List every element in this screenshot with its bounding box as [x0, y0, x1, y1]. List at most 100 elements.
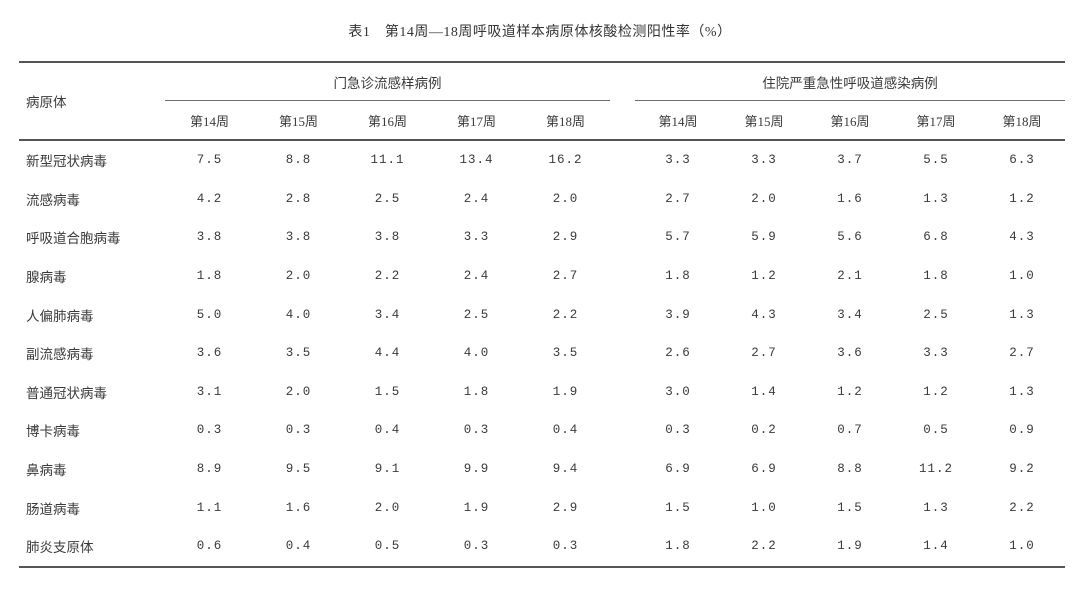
positivity-value: 3.0 [665, 384, 691, 399]
positivity-value: 1.0 [1009, 269, 1035, 284]
positivity-value: 3.5 [285, 346, 312, 361]
positivity-value: 9.9 [463, 462, 490, 477]
positivity-value: 3.1 [196, 384, 223, 399]
group-gap-spacer [610, 62, 636, 141]
positivity-value: 3.3 [665, 153, 691, 168]
positivity-value: 4.3 [1009, 230, 1035, 245]
positivity-value: 7.5 [196, 153, 223, 168]
positivity-value: 1.5 [665, 500, 691, 515]
positivity-value: 0.3 [665, 423, 691, 438]
positivity-value: 0.4 [552, 423, 579, 438]
positivity-value: 4.3 [751, 307, 777, 322]
positivity-value: 0.3 [463, 539, 490, 554]
positivity-value: 1.8 [665, 269, 691, 284]
positivity-value: 3.4 [374, 307, 401, 322]
group-gap-spacer [610, 257, 635, 296]
positivity-value: 1.4 [751, 384, 777, 399]
positivity-value: 2.9 [552, 500, 579, 515]
table-title: 表1 第14周—18周呼吸道样本病原体核酸检测阳性率（%） [348, 24, 732, 40]
positivity-value: 2.7 [1009, 346, 1035, 361]
positivity-value: 2.0 [285, 384, 312, 399]
week-header-outpatient-w16: 第16周 [343, 100, 432, 141]
group-gap-spacer [610, 450, 635, 489]
positivity-value: 1.2 [1009, 191, 1035, 206]
positivity-value: 5.9 [751, 230, 777, 245]
positivity-value: 9.5 [285, 462, 312, 477]
week-header-row: 第14周 第15周 第16周 第17周 第18周 第14周 第15周 第16周 … [19, 100, 1066, 141]
positivity-value: 1.8 [665, 539, 691, 554]
pathogen-name: 副流感病毒 [26, 347, 94, 363]
positivity-value: 8.9 [196, 462, 223, 477]
table-row: 腺病毒 1.8 2.0 2.2 2.4 2.7 1.8 1.2 2.1 1.8 … [19, 257, 1065, 296]
positivity-value: 5.7 [665, 230, 691, 245]
positivity-value: 5.6 [837, 230, 863, 245]
positivity-value: 0.5 [374, 539, 401, 554]
positivity-value: 2.5 [463, 307, 490, 322]
group-gap-spacer [610, 411, 635, 450]
positivity-value: 3.6 [196, 346, 223, 361]
positivity-value: 9.2 [1009, 462, 1035, 477]
positivity-value: 1.3 [923, 500, 949, 515]
positivity-value: 2.0 [374, 500, 401, 515]
positivity-value: 3.4 [837, 307, 863, 322]
positivity-value: 2.9 [552, 230, 579, 245]
positivity-value: 1.9 [837, 539, 863, 554]
positivity-value: 5.5 [923, 153, 949, 168]
positivity-value: 2.4 [463, 191, 490, 206]
positivity-value: 1.2 [751, 269, 777, 284]
positivity-value: 2.0 [285, 269, 312, 284]
positivity-value: 1.5 [837, 500, 863, 515]
positivity-value: 0.3 [285, 423, 312, 438]
table-row: 呼吸道合胞病毒 3.8 3.8 3.8 3.3 2.9 5.7 5.9 5.6 … [19, 218, 1065, 257]
group-gap-spacer [610, 488, 635, 527]
positivity-value: 3.3 [751, 153, 777, 168]
week-header-inpatient-w15: 第15周 [721, 100, 808, 141]
positivity-value: 0.4 [285, 539, 312, 554]
positivity-value: 11.1 [370, 153, 405, 168]
positivity-value: 2.5 [923, 307, 949, 322]
table-row: 肺炎支原体 0.6 0.4 0.5 0.3 0.3 1.8 2.2 1.9 1.… [19, 527, 1065, 567]
positivity-value: 2.8 [285, 191, 312, 206]
pathogen-name: 呼吸道合胞病毒 [26, 231, 121, 247]
positivity-value: 6.9 [665, 462, 691, 477]
table-row: 肠道病毒 1.1 1.6 2.0 1.9 2.9 1.5 1.0 1.5 1.3… [19, 488, 1065, 527]
week-header-outpatient-w17: 第17周 [432, 100, 521, 141]
week-header-inpatient-w14: 第14周 [635, 100, 722, 141]
group-gap-spacer [610, 373, 635, 412]
week-header-inpatient-w17: 第17周 [893, 100, 980, 141]
positivity-value: 2.2 [374, 269, 401, 284]
positivity-value: 6.8 [923, 230, 949, 245]
positivity-value: 3.8 [285, 230, 312, 245]
positivity-value: 16.2 [548, 153, 583, 168]
positivity-value: 0.3 [552, 539, 579, 554]
positivity-value: 13.4 [459, 153, 494, 168]
positivity-value: 1.6 [837, 191, 863, 206]
positivity-value: 1.8 [463, 384, 490, 399]
group-header-hospitalized-sari: 住院严重急性呼吸道感染病例 [635, 62, 1066, 101]
week-header-inpatient-w16: 第16周 [807, 100, 894, 141]
table-row: 流感病毒 4.2 2.8 2.5 2.4 2.0 2.7 2.0 1.6 1.3… [19, 180, 1065, 219]
table-header: 病原体 门急诊流感样病例 住院严重急性呼吸道感染病例 第14周 第15周 第16… [19, 62, 1066, 141]
positivity-value: 3.3 [463, 230, 490, 245]
positivity-value: 2.2 [552, 307, 579, 322]
positivity-value: 0.5 [923, 423, 949, 438]
positivity-value: 8.8 [285, 153, 312, 168]
table-row: 鼻病毒 8.9 9.5 9.1 9.9 9.4 6.9 6.9 8.8 11.2… [19, 450, 1065, 489]
table-row: 普通冠状病毒 3.1 2.0 1.5 1.8 1.9 3.0 1.4 1.2 1… [19, 373, 1065, 412]
positivity-value: 3.8 [196, 230, 223, 245]
pathogen-name: 新型冠状病毒 [26, 154, 107, 170]
positivity-value: 11.2 [919, 462, 954, 477]
positivity-value: 0.6 [196, 539, 223, 554]
pathogen-name: 肠道病毒 [26, 501, 80, 517]
positivity-value: 5.0 [196, 307, 223, 322]
positivity-value: 1.9 [552, 384, 579, 399]
pathogen-name: 流感病毒 [26, 192, 80, 208]
group-gap-spacer [610, 180, 635, 219]
positivity-value: 4.0 [463, 346, 490, 361]
positivity-value: 1.0 [1009, 539, 1035, 554]
positivity-value: 0.3 [463, 423, 490, 438]
positivity-value: 1.1 [196, 500, 223, 515]
positivity-value: 0.2 [751, 423, 777, 438]
positivity-value: 1.2 [923, 384, 949, 399]
group-header-outpatient-ili: 门急诊流感样病例 [165, 62, 611, 101]
